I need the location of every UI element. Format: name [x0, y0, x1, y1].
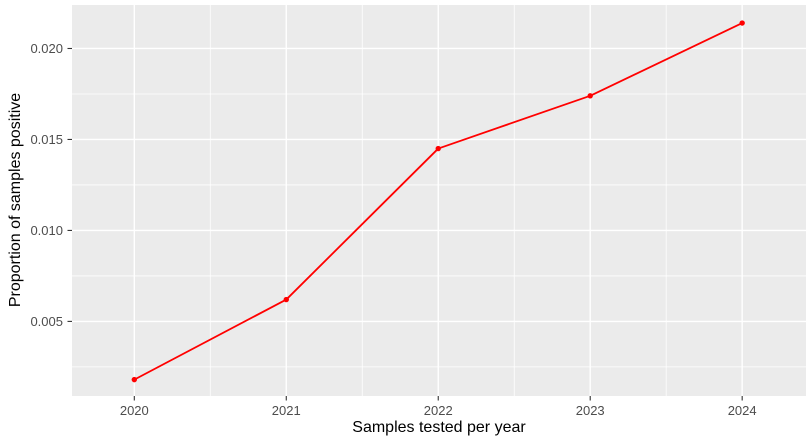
x-axis-title: Samples tested per year — [352, 419, 526, 436]
y-tick-label: 0.020 — [30, 41, 63, 56]
y-tick-label: 0.005 — [30, 314, 63, 329]
data-point — [739, 20, 745, 26]
y-tick-label: 0.010 — [30, 223, 63, 238]
x-tick-label: 2021 — [272, 403, 301, 418]
data-point — [435, 145, 441, 152]
x-tick-label: 2024 — [728, 403, 757, 418]
y-tick-label: 0.015 — [30, 132, 63, 147]
data-point — [587, 93, 593, 99]
data-point — [283, 296, 289, 303]
plot-panel — [72, 5, 806, 396]
y-axis-title: Proportion of samples positive — [7, 92, 24, 308]
x-tick-label: 2020 — [120, 403, 149, 418]
x-tick-label: 2022 — [424, 403, 453, 418]
data-point — [131, 376, 138, 383]
x-tick-label: 2023 — [576, 403, 605, 418]
